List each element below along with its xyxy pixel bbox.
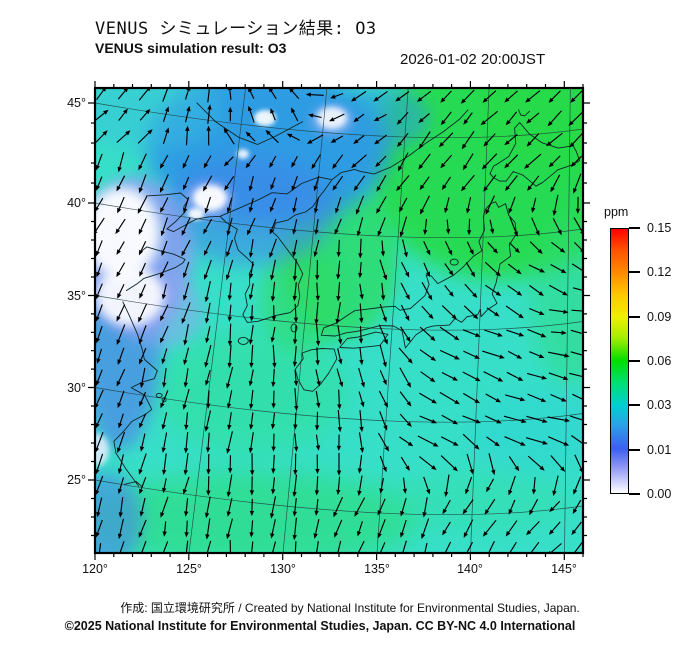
- wind-vector-heads: [95, 88, 583, 553]
- colorbar-tick-label: 0.01: [647, 442, 672, 457]
- colorbar: [610, 228, 629, 494]
- lat-tick-label: 35°: [67, 288, 86, 303]
- axis-ticks: [88, 81, 590, 560]
- field-layer: [95, 88, 583, 553]
- credit-line: 作成: 国立環境研究所 / Created by National Instit…: [120, 601, 580, 615]
- colorbar-tick-label: 0.03: [647, 398, 672, 413]
- lat-tick-label: 40°: [67, 196, 86, 210]
- lon-tick-label: 145°: [551, 562, 577, 576]
- colorbar-tick-label: 0.06: [647, 354, 672, 368]
- colorbar-tick: [629, 227, 640, 229]
- lon-tick-label: 130°: [270, 562, 296, 576]
- colorbar-unit-label: ppm: [604, 205, 629, 219]
- colorbar-tick: [629, 448, 640, 451]
- colorbar-tick-label: 0.12: [647, 265, 672, 280]
- wind-vector-shafts: [95, 88, 583, 553]
- timestamp: 2026-01-02 20:00JST: [400, 51, 546, 68]
- license-line: ©2025 National Institute for Environment…: [64, 619, 576, 633]
- title-english: VENUS simulation result: O3: [95, 40, 287, 56]
- colorbar-tick: [629, 493, 640, 495]
- lat-tick-label: 25°: [67, 473, 86, 487]
- lon-tick-label: 125°: [176, 562, 202, 576]
- lon-tick-label: 120°: [82, 562, 108, 576]
- colorbar-tick: [629, 360, 640, 362]
- colorbar-tick-label: 0.00: [647, 487, 672, 501]
- lon-tick-label: 135°: [364, 562, 390, 576]
- colorbar-tick: [629, 271, 640, 274]
- colorbar-tick: [629, 315, 640, 318]
- lat-tick-label: 30°: [67, 380, 86, 395]
- lon-tick-label: 140°: [457, 562, 483, 576]
- title-japanese: VENUS シミュレーション結果: O3: [95, 19, 377, 39]
- colorbar-tick: [629, 404, 640, 407]
- lat-tick-label: 45°: [67, 96, 86, 110]
- colorbar-tick-label: 0.15: [647, 221, 672, 235]
- colorbar-tick-label: 0.09: [647, 309, 672, 324]
